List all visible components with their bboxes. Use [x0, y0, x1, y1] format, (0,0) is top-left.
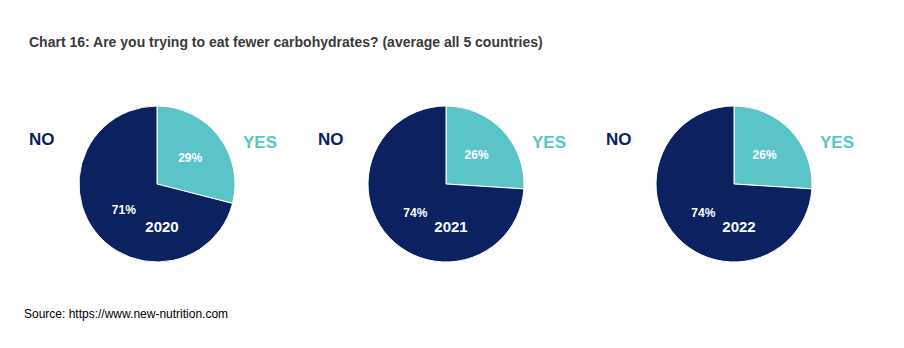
svg-text:Chart 16: Are you trying to ea: Chart 16: Are you trying to eat fewer ca…: [29, 34, 543, 50]
svg-text:2021: 2021: [434, 218, 467, 235]
svg-text:2020: 2020: [145, 218, 178, 235]
svg-text:YES: YES: [820, 133, 854, 152]
svg-text:26%: 26%: [465, 148, 489, 162]
svg-text:74%: 74%: [691, 206, 715, 220]
svg-text:NO: NO: [606, 130, 632, 149]
svg-text:74%: 74%: [403, 206, 427, 220]
svg-text:Source: https://www.new-nutrit: Source: https://www.new-nutrition.com: [24, 307, 228, 321]
svg-text:2022: 2022: [722, 218, 755, 235]
svg-text:71%: 71%: [112, 203, 136, 217]
svg-text:NO: NO: [29, 130, 55, 149]
svg-text:YES: YES: [532, 133, 566, 152]
svg-text:NO: NO: [318, 130, 344, 149]
svg-text:29%: 29%: [178, 151, 202, 165]
svg-text:26%: 26%: [753, 148, 777, 162]
svg-text:YES: YES: [243, 133, 277, 152]
